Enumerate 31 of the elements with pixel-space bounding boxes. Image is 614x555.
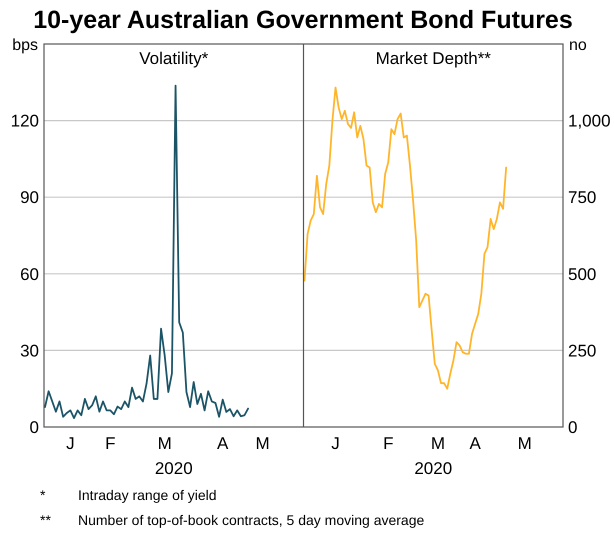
y-tick-label: 30 bbox=[20, 341, 39, 360]
text: * Intraday range of yield bbox=[40, 487, 217, 503]
y-tick-label: 0 bbox=[30, 418, 39, 437]
x-tick-label: M bbox=[430, 434, 445, 453]
y2-tick-label: 1,000 bbox=[568, 112, 611, 131]
y-tick-label: 120 bbox=[10, 112, 39, 131]
y2-tick-label: 500 bbox=[568, 264, 596, 284]
x-axis-title: 2020 bbox=[414, 459, 452, 478]
x-tick-label: F bbox=[105, 434, 116, 453]
x-tick-label: J bbox=[66, 434, 75, 453]
y2-axis-title: no bbox=[569, 37, 587, 54]
x-tick-label: A bbox=[469, 434, 482, 453]
y2-tick-label: 250 bbox=[568, 341, 596, 360]
chart-title: 10-year Australian Government Bond Futures bbox=[33, 6, 573, 34]
chart-subtitle: Market Depth** bbox=[376, 49, 492, 68]
y-tick-label: 60 bbox=[20, 264, 39, 284]
x-axis-title: 2020 bbox=[154, 459, 193, 478]
y2-tick-label: 0 bbox=[568, 418, 578, 437]
x-tick-label: M bbox=[158, 434, 172, 453]
chart-subtitle: Volatility* bbox=[139, 49, 209, 68]
x-tick-label: M bbox=[518, 434, 532, 453]
x-tick-label: F bbox=[383, 434, 394, 453]
x-tick-label: A bbox=[217, 434, 230, 453]
line-series bbox=[44, 84, 249, 419]
line-series bbox=[304, 86, 508, 390]
y-axis-title: bps bbox=[12, 37, 38, 54]
y-tick-label: 90 bbox=[20, 188, 39, 208]
x-tick-label: M bbox=[256, 434, 270, 453]
y2-tick-label: 750 bbox=[568, 188, 596, 208]
text: ** Number of top-of-book contracts, 5 day moving average bbox=[40, 512, 424, 528]
x-tick-label: J bbox=[331, 434, 340, 453]
